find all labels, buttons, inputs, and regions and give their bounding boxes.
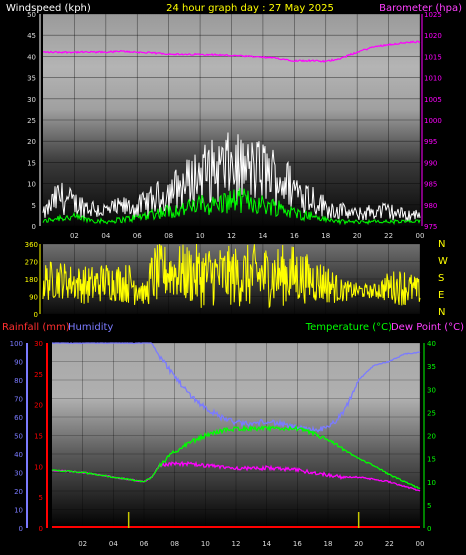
temperature-tick-label: 25 — [427, 409, 436, 417]
temp-x-tick-label: 02 — [78, 540, 87, 548]
temp-x-tick-label: 00 — [416, 540, 425, 548]
compass-label: N — [438, 239, 445, 250]
humidity-tick-label: 10 — [14, 507, 23, 515]
wind-x-tick-label: 12 — [227, 232, 236, 240]
humidity-tick-label: 20 — [14, 488, 23, 496]
wind-tick-label: 15 — [27, 159, 36, 167]
barometer-axis-title: Barometer (hpa) — [379, 3, 462, 14]
direction-tick-label: 180 — [25, 276, 38, 284]
temp-x-tick-label: 22 — [385, 540, 394, 548]
temperature-tick-label: 30 — [427, 386, 436, 394]
humidity-line — [52, 342, 421, 434]
barometer-tick-label: 975 — [424, 223, 437, 231]
compass-label: S — [438, 273, 444, 284]
humidity-axis-title: Humidity — [68, 322, 113, 333]
wind-direction-line — [42, 243, 421, 309]
humidity-tick-label: 100 — [10, 340, 23, 348]
wind-average-line — [42, 188, 421, 226]
temperature-line — [51, 424, 421, 490]
temperature-tick-label: 10 — [427, 479, 436, 487]
humidity-tick-label: 50 — [14, 433, 23, 441]
humidity-tick-label: 30 — [14, 470, 23, 478]
rainfall-tick-label: 20 — [34, 402, 43, 410]
barometer-tick-label: 1005 — [424, 96, 442, 104]
rainfall-tick-label: 5 — [39, 494, 43, 502]
temperature-panel-bg — [52, 343, 420, 528]
humidity-tick-label: 80 — [14, 377, 23, 385]
barometer-tick-label: 1000 — [424, 117, 442, 125]
chart-date-title: 24 hour graph day : 27 May 2025 — [166, 3, 334, 14]
temperature-tick-label: 15 — [427, 456, 436, 464]
wind-tick-label: 40 — [27, 53, 36, 61]
barometer-tick-label: 1010 — [424, 75, 442, 83]
temperature-tick-label: 40 — [427, 340, 436, 348]
humidity-tick-label: 40 — [14, 451, 23, 459]
temp-x-tick-label: 16 — [293, 540, 302, 548]
dewpoint-axis-title: Dew Point (°C) — [391, 322, 464, 333]
compass-label: N — [438, 307, 445, 318]
wind-x-tick-label: 02 — [70, 232, 79, 240]
barometer-tick-label: 1015 — [424, 53, 442, 61]
wind-gust-line — [42, 132, 421, 222]
rainfall-tick-label: 25 — [34, 371, 43, 379]
wind-tick-label: 50 — [27, 11, 36, 19]
wind-x-tick-label: 00 — [416, 232, 425, 240]
barometer-tick-label: 980 — [424, 202, 437, 210]
temp-x-tick-label: 06 — [140, 540, 149, 548]
barometer-tick-label: 985 — [424, 181, 437, 189]
wind-tick-label: 35 — [27, 75, 36, 83]
wind-tick-label: 20 — [27, 138, 36, 146]
wind-tick-label: 45 — [27, 32, 36, 40]
wind-tick-label: 25 — [27, 117, 36, 125]
barometer-tick-label: 1025 — [424, 11, 442, 19]
humidity-tick-label: 70 — [14, 396, 23, 404]
wind-x-tick-label: 06 — [133, 232, 142, 240]
temperature-tick-label: 0 — [427, 525, 431, 533]
barometer-tick-label: 995 — [424, 138, 437, 146]
wind-tick-label: 0 — [32, 223, 36, 231]
direction-tick-label: 270 — [25, 259, 38, 267]
wind-x-tick-label: 08 — [164, 232, 173, 240]
humidity-tick-label: 90 — [14, 359, 23, 367]
direction-tick-label: 360 — [25, 241, 38, 249]
wind-x-tick-label: 14 — [258, 232, 267, 240]
temp-x-tick-label: 10 — [201, 540, 210, 548]
wind-x-tick-label: 20 — [353, 232, 362, 240]
temp-x-tick-label: 04 — [109, 540, 118, 548]
wind-x-tick-label: 16 — [290, 232, 299, 240]
temp-x-tick-label: 14 — [262, 540, 271, 548]
rainfall-tick-label: 10 — [34, 463, 43, 471]
humidity-tick-label: 60 — [14, 414, 23, 422]
temp-x-tick-label: 08 — [170, 540, 179, 548]
wind-x-tick-label: 22 — [384, 232, 393, 240]
windspeed-axis-title: Windspeed (kph) — [6, 3, 91, 14]
rainfall-axis-title: Rainfall (mm) — [2, 322, 70, 333]
temp-x-tick-label: 18 — [324, 540, 333, 548]
temp-x-tick-label: 20 — [354, 540, 363, 548]
wind-tick-label: 10 — [27, 181, 36, 189]
direction-tick-label: 90 — [29, 294, 38, 302]
compass-label: E — [438, 290, 444, 301]
compass-label: W — [438, 256, 448, 267]
rainfall-tick-label: 30 — [34, 340, 43, 348]
rainfall-tick-label: 0 — [39, 525, 43, 533]
temp-x-tick-label: 12 — [232, 540, 241, 548]
temperature-tick-label: 20 — [427, 433, 436, 441]
wind-x-tick-label: 04 — [101, 232, 110, 240]
rainfall-tick-label: 15 — [34, 433, 43, 441]
wind-x-tick-label: 18 — [321, 232, 330, 240]
wind-x-tick-label: 10 — [196, 232, 205, 240]
barometer-tick-label: 990 — [424, 159, 437, 167]
wind-tick-label: 30 — [27, 96, 36, 104]
barometer-tick-label: 1020 — [424, 32, 442, 40]
barometer-line — [43, 40, 421, 63]
temperature-tick-label: 5 — [427, 502, 431, 510]
direction-tick-label: 0 — [34, 311, 38, 319]
humidity-tick-label: 0 — [19, 525, 23, 533]
temperature-tick-label: 35 — [427, 363, 436, 371]
wind-tick-label: 5 — [32, 202, 36, 210]
temperature-axis-title: Temperature (°C) — [305, 322, 392, 333]
